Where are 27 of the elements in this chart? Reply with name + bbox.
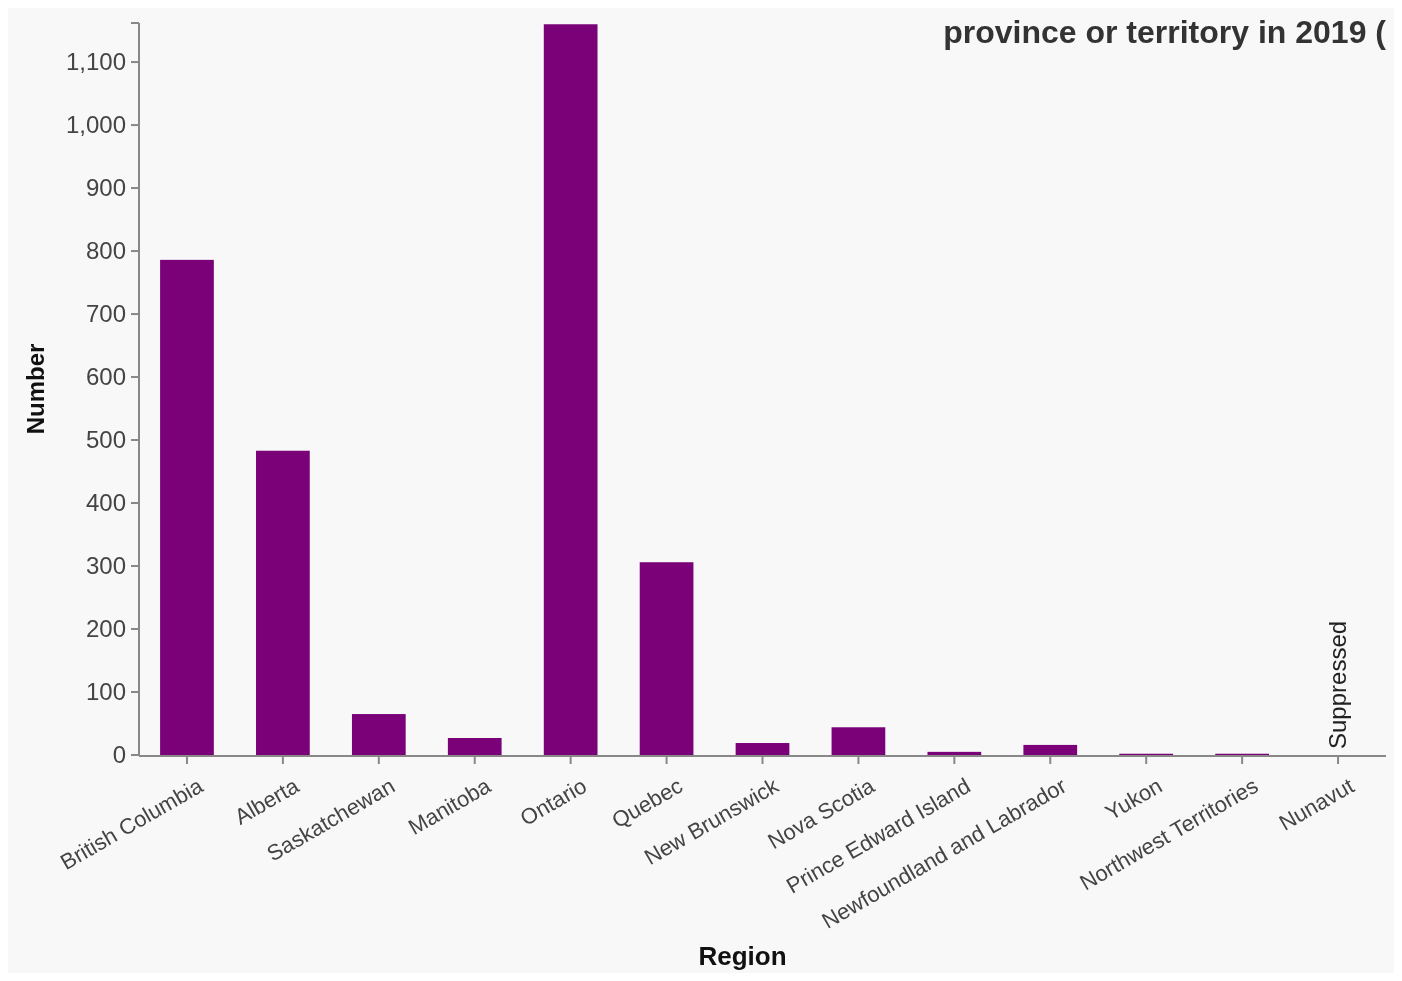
y-tick-label: 1,100	[65, 48, 126, 76]
y-tick-label: 300	[85, 552, 126, 580]
y-axis-title: Number	[22, 343, 49, 435]
y-tick-label: 200	[85, 615, 126, 643]
bar	[160, 259, 214, 755]
bar	[1023, 744, 1078, 755]
bar	[735, 743, 790, 755]
bar	[351, 714, 406, 755]
bar	[639, 562, 694, 755]
y-tick-label: 900	[85, 174, 126, 202]
y-tick-label: 400	[85, 489, 126, 517]
annotation: Suppressed	[1324, 620, 1352, 749]
bar	[927, 751, 982, 755]
bar	[543, 24, 598, 755]
bar	[831, 727, 886, 755]
bar	[447, 737, 502, 755]
bar	[256, 450, 310, 755]
y-tick-label: 600	[85, 363, 126, 391]
y-tick-label: 100	[85, 678, 126, 706]
y-tick-label: 700	[85, 300, 126, 328]
x-tick-label: Yukon	[1100, 773, 1167, 826]
y-tick-label: 800	[85, 237, 126, 265]
y-tick-label: 500	[85, 426, 126, 454]
y-tick-label: 1,000	[65, 111, 126, 139]
y-tick-label: 0	[112, 741, 126, 769]
chart-title: province or territory in 2019 (	[943, 14, 1387, 50]
x-axis-title: Region	[698, 941, 787, 971]
